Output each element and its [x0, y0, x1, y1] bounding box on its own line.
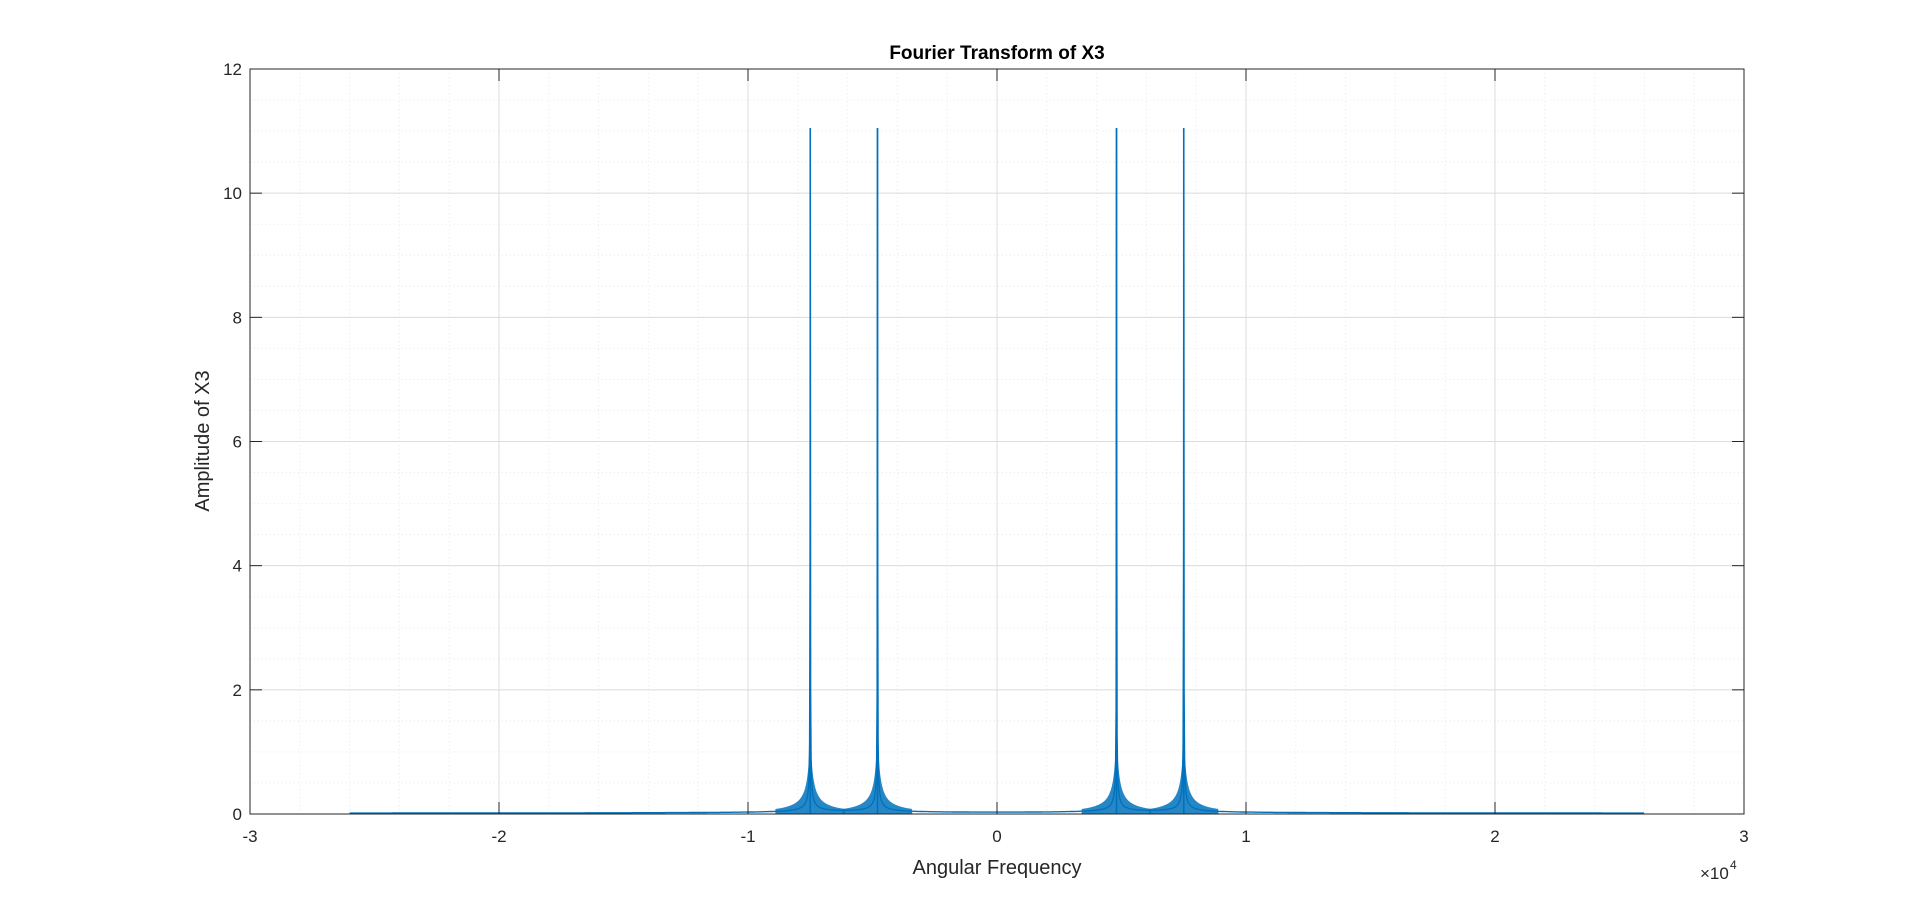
x-axis-label: Angular Frequency: [913, 857, 1082, 879]
x-exponent-power: 4: [1730, 858, 1737, 872]
x-tick-label: 2: [1490, 827, 1499, 846]
y-tick-label: 6: [233, 433, 242, 452]
y-tick-label: 10: [223, 184, 242, 203]
y-tick-label: 8: [233, 308, 242, 327]
chart-title: Fourier Transform of X3: [889, 43, 1104, 64]
x-tick-label: -3: [242, 827, 257, 846]
x-tick-label: -2: [491, 827, 506, 846]
y-tick-label: 0: [233, 805, 242, 824]
grid: [249, 68, 1745, 815]
y-tick-label: 12: [223, 60, 242, 79]
x-exponent-base: ×10: [1700, 864, 1729, 883]
x-tick-label: -1: [740, 827, 755, 846]
x-exponent: ×10 4: [1700, 858, 1737, 883]
y-axis-label: Amplitude of X3: [192, 370, 214, 511]
plot-area: [349, 127, 1645, 814]
x-tick-label: 3: [1739, 827, 1748, 846]
y-tick-label: 4: [233, 557, 242, 576]
x-tick-label: 0: [992, 827, 1001, 846]
y-tick-label: 2: [233, 681, 242, 700]
x-tick-label: 1: [1241, 827, 1250, 846]
